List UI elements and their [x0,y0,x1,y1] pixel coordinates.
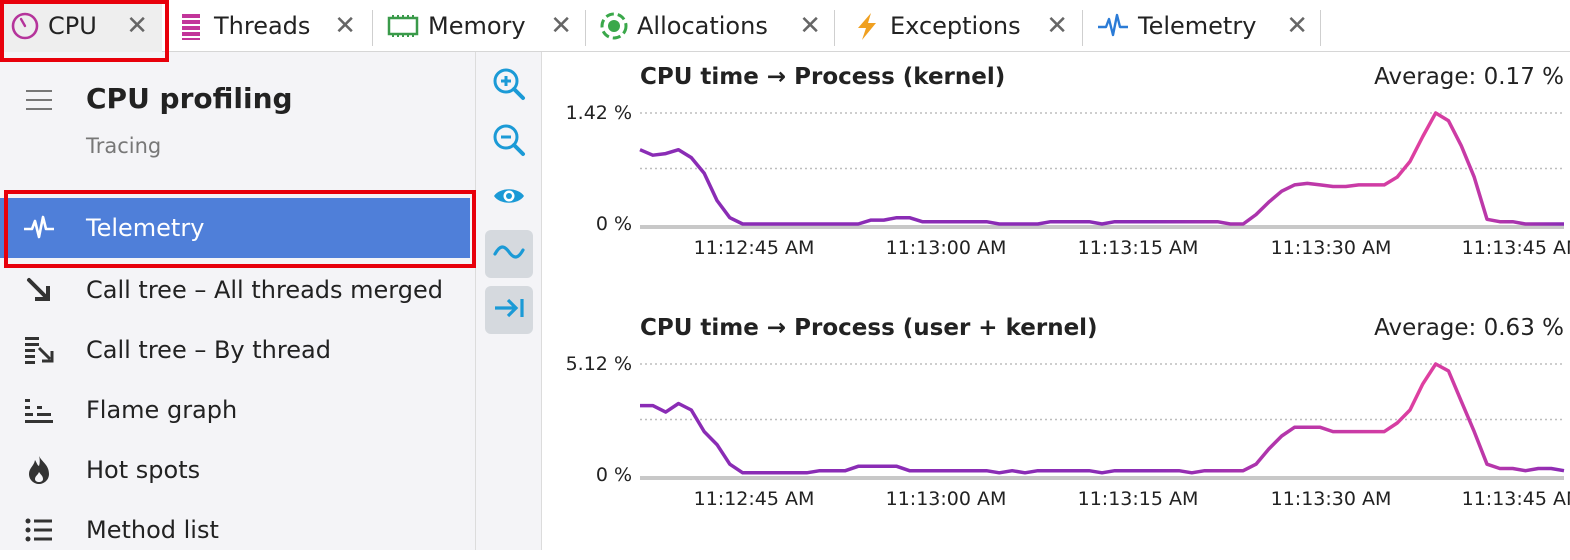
tab-exceptions[interactable]: Exceptions ✕ [838,0,1082,52]
chart-plot[interactable]: 5.12 % 0 % 11:12:45 AM 11:13:00 AM 11:13:15 … [542,303,1570,553]
sidebar-item-label: Call tree – By thread [86,336,331,364]
tab-label: Allocations [637,12,768,40]
memory-chip-icon [386,11,420,41]
lightning-icon [852,11,882,41]
y-tick-label: 0 % [596,213,632,235]
arrow-to-end-icon [492,296,526,324]
chart-average: Average: 0.17 % [1374,64,1564,90]
sidebar-item-call-tree-by-thread[interactable]: Call tree – By thread [0,320,470,380]
chart-title: CPU time → Process (user + kernel) [640,315,1098,341]
wave-icon [492,242,526,266]
chart-toolbar [476,52,542,550]
chart-kernel: CPU time → Process (kernel) Average: 0.1… [542,52,1570,302]
flame-graph-icon [22,393,56,427]
flame-icon [22,453,56,487]
threads-icon [176,11,206,41]
tab-label: CPU [48,12,97,40]
tab-label: Memory [428,12,526,40]
chart-average: Average: 0.63 % [1374,315,1564,341]
clock-icon [10,11,40,41]
pulse-icon [1096,11,1130,41]
x-tick-label: 11:13:15 AM [1078,488,1199,510]
chart-user-kernel: CPU time → Process (user + kernel) Avera… [542,303,1570,553]
sidebar: CPU profiling Tracing Telemetry Call tre… [0,52,476,550]
page-title: CPU profiling [86,82,293,115]
sidebar-item-method-list[interactable]: Method list [0,500,470,560]
page-subtitle: Tracing [86,134,162,158]
close-icon[interactable]: ✕ [799,11,821,41]
close-icon[interactable]: ✕ [550,11,572,41]
zoom-in-button[interactable] [485,62,533,110]
close-icon[interactable]: ✕ [1286,11,1308,41]
zoom-out-icon [491,122,527,162]
show-button[interactable] [485,174,533,222]
series-line [639,111,1564,226]
allocations-icon [599,11,629,41]
close-icon[interactable]: ✕ [1046,11,1068,41]
x-tick-label: 11:13:30 AM [1271,237,1392,259]
tab-label: Telemetry [1138,12,1257,40]
series-line [640,362,1565,475]
x-tick-label: 11:12:45 AM [694,488,815,510]
tab-threads[interactable]: Threads ✕ [170,0,370,52]
zoom-out-button[interactable] [485,118,533,166]
call-tree-thread-icon [22,333,56,367]
zoom-in-icon [491,66,527,106]
tab-cpu[interactable]: CPU ✕ [0,0,162,52]
sidebar-item-label: Flame graph [86,396,238,424]
sidebar-item-hot-spots[interactable]: Hot spots [0,440,470,500]
sidebar-item-flame-graph[interactable]: Flame graph [0,380,470,440]
x-tick-label: 11:13:00 AM [886,237,1007,259]
sidebar-item-label: Hot spots [86,456,201,484]
y-tick-label: 1.42 % [566,102,632,124]
sidebar-item-call-tree-all-threads[interactable]: Call tree – All threads merged [0,260,470,320]
sidebar-item-label: Call tree – All threads merged [86,276,443,304]
chart-plot[interactable]: 1.42 % 0 % 11:12:45 AM 11:13:00 AM 11:13:15 … [542,52,1570,302]
x-tick-label: 11:12:45 AM [694,237,815,259]
close-icon[interactable]: ✕ [126,11,148,41]
y-tick-label: 5.12 % [566,353,632,375]
tab-telemetry[interactable]: Telemetry ✕ [1086,0,1322,52]
menu-icon[interactable] [26,90,52,117]
tab-bar: CPU ✕ Threads ✕ Memory ✕ Allocations ✕ E… [0,0,1570,52]
eye-icon [492,184,526,212]
tab-allocations[interactable]: Allocations ✕ [589,0,835,52]
x-tick-label: 11:13:15 AM [1078,237,1199,259]
sidebar-item-label: Telemetry [86,214,205,242]
y-tick-label: 0 % [596,464,632,486]
tab-label: Threads [214,12,311,40]
tab-label: Exceptions [890,12,1021,40]
x-tick-label: 11:13:30 AM [1271,488,1392,510]
chart-title: CPU time → Process (kernel) [640,64,1006,90]
x-tick-label: 11:13:45 AM [1462,488,1570,510]
x-tick-label: 11:13:45 AM [1462,237,1570,259]
arrow-down-right-icon [22,273,56,307]
pulse-icon [22,211,56,245]
x-tick-label: 11:13:00 AM [886,488,1007,510]
sidebar-item-label: Method list [86,516,219,544]
smooth-button[interactable] [485,230,533,278]
scroll-to-end-button[interactable] [485,286,533,334]
tab-memory[interactable]: Memory ✕ [376,0,586,52]
list-icon [22,513,56,547]
close-icon[interactable]: ✕ [334,11,356,41]
sidebar-item-telemetry[interactable]: Telemetry [0,198,470,258]
